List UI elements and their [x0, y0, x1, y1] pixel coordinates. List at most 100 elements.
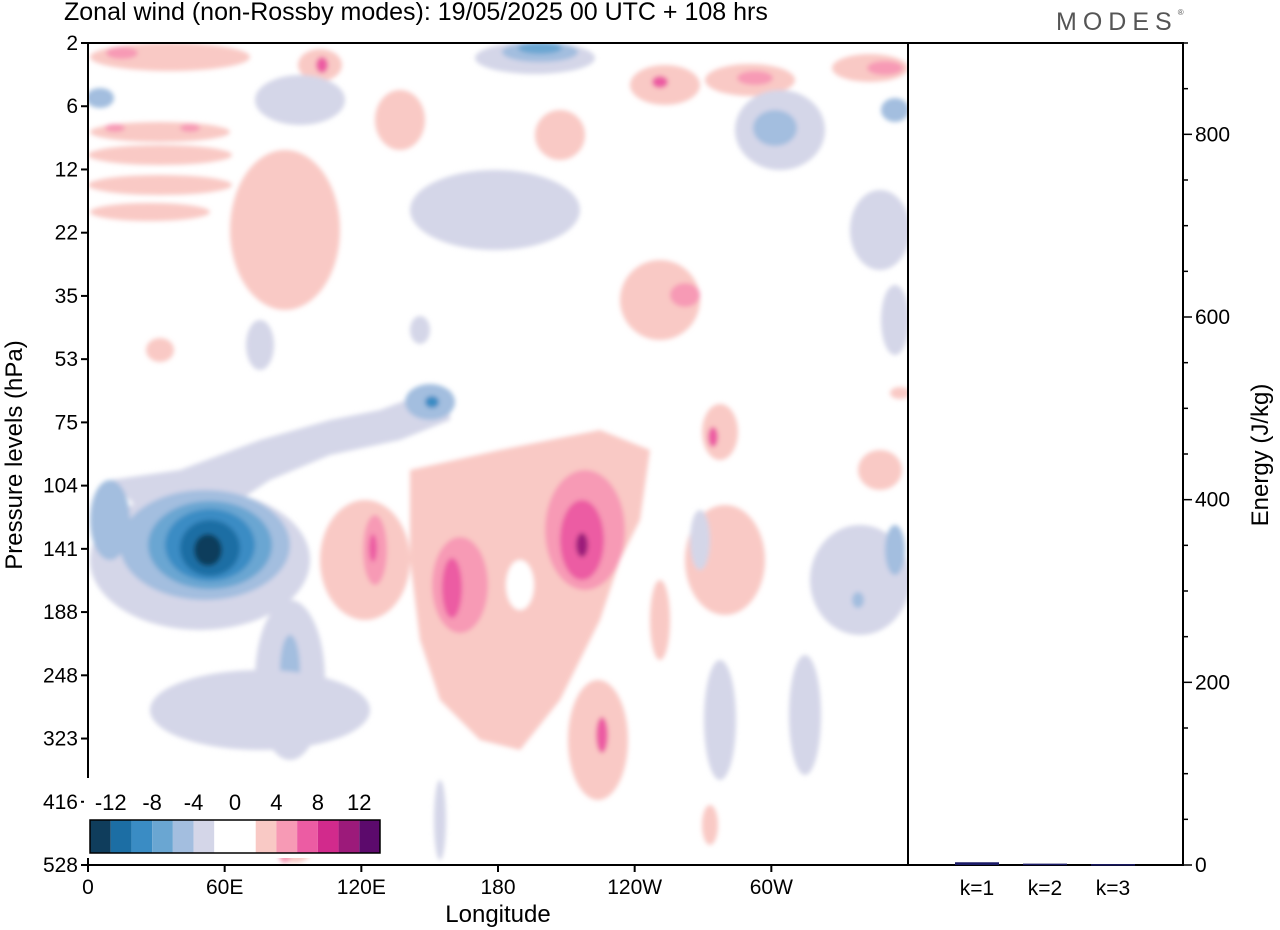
colorbar-swatch	[276, 820, 298, 853]
contour-positive	[702, 805, 718, 845]
colorbar-tick-label: 4	[270, 790, 282, 815]
energy-y-axis-title: Energy (J/kg)	[1247, 384, 1274, 527]
energy-y-axis: 0 200 400 600 800	[1183, 42, 1230, 877]
x-tick-label: 120W	[607, 876, 662, 899]
contour-fields	[88, 43, 908, 863]
contour-positive	[146, 338, 174, 362]
colorbar-tick-label: -12	[95, 790, 127, 815]
y-tick-label: 2	[66, 32, 78, 55]
energy-x-tick-label: k=1	[960, 877, 994, 900]
colorbar-swatch	[235, 820, 256, 853]
contour-positive	[88, 145, 232, 165]
energy-y-tick-label: 800	[1195, 123, 1230, 146]
contour-positive	[867, 61, 903, 75]
colorbar-boxes	[89, 819, 381, 854]
contour-positive	[890, 387, 908, 399]
chart-title: Zonal wind (non-Rossby modes): 19/05/202…	[64, 0, 768, 26]
colorbar-swatch	[338, 820, 360, 853]
contour-negative	[881, 98, 908, 122]
contour-negative	[90, 480, 130, 560]
x-tick-label: 60E	[206, 876, 243, 899]
energy-y-tick-label: 600	[1195, 306, 1230, 329]
contour-negative	[255, 75, 345, 125]
y-tick-label: 141	[43, 538, 78, 561]
contour-negative	[753, 110, 797, 146]
y-tick-label: 53	[55, 348, 78, 371]
y-tick-label: 22	[55, 222, 78, 245]
modes-logo: MODES®	[1056, 8, 1184, 36]
colorbar: -12 -8 -4 0 4 8 12	[84, 778, 386, 858]
energy-bars	[955, 862, 1135, 866]
contour-positive	[858, 450, 902, 490]
y-tick-label: 416	[43, 791, 78, 814]
contour-negative	[704, 660, 736, 780]
y-axis-title: Pressure levels (hPa)	[1, 340, 28, 569]
contour-negative	[852, 592, 864, 608]
colorbar-swatch	[317, 820, 339, 853]
contour-positive	[88, 175, 232, 195]
contour-negative	[789, 655, 821, 775]
energy-y-tick-label: 200	[1195, 671, 1230, 694]
colorbar-frame	[89, 819, 381, 854]
contour-negative	[885, 525, 905, 575]
contour-zero	[506, 560, 534, 610]
y-tick-label: 323	[43, 728, 78, 751]
energy-bar	[955, 862, 999, 865]
colorbar-swatch	[193, 820, 215, 853]
y-tick-label: 104	[43, 475, 78, 498]
contour-positive	[576, 533, 588, 557]
colorbar-tick-label: 8	[312, 790, 324, 815]
contour-negative	[434, 780, 446, 860]
energy-y-tick-label: 400	[1195, 489, 1230, 512]
energy-bar	[1023, 863, 1067, 866]
y-tick-label: 528	[43, 854, 78, 877]
contour-positive	[535, 110, 585, 160]
contour-negative	[110, 390, 450, 510]
x-axis-title: Longitude	[445, 901, 550, 928]
contour-negative	[810, 525, 908, 635]
contour-shapes	[88, 43, 908, 863]
x-axis: 0 60E 120E 180 120W 60W	[82, 865, 793, 899]
x-tick-label: 0	[82, 876, 94, 899]
contour-negative	[850, 190, 908, 270]
y-tick-label: 188	[43, 601, 78, 624]
contour-positive	[652, 76, 668, 88]
contour-negative	[410, 170, 580, 250]
contour-positive	[105, 124, 125, 132]
colorbar-swatch	[131, 820, 153, 853]
x-tick-label: 120E	[337, 876, 386, 899]
contour-negative	[194, 534, 222, 566]
contour-positive	[620, 260, 700, 340]
colorbar-tick-label: -4	[184, 790, 204, 815]
contour-positive	[106, 47, 138, 59]
y-tick-label: 12	[55, 158, 78, 181]
energy-x-tick-label: k=3	[1096, 877, 1130, 900]
colorbar-swatch	[152, 820, 173, 853]
contour-positive	[90, 203, 210, 221]
contour-positive	[442, 558, 462, 618]
colorbar-swatch	[359, 820, 380, 853]
contour-positive	[670, 283, 700, 307]
energy-panel: 0 200 400 600 800 k=1 k=2 k=3 Energy (J/kg)	[907, 42, 1274, 900]
contour-positive	[180, 124, 200, 132]
contour-positive	[375, 90, 425, 150]
energy-bar	[1091, 864, 1135, 866]
colorbar-swatch	[90, 820, 111, 853]
brand-text: MODES	[1056, 8, 1178, 36]
y-tick-label: 6	[66, 95, 78, 118]
colorbar-labels: -12 -8 -4 0 4 8 12	[95, 790, 372, 815]
y-axis: 2 6 12 22 35 53 75 104 141 188 248 323 416 528	[43, 32, 88, 877]
contour-negative	[246, 320, 274, 370]
heatmap-panel: 2 6 12 22 35 53 75 104 141 188 248 323 416 528 0 60E 12…	[1, 32, 909, 928]
contour-negative	[88, 88, 114, 108]
contour-negative	[150, 670, 370, 750]
energy-x-tick-label: k=2	[1028, 877, 1062, 900]
colorbar-swatch	[214, 820, 235, 853]
colorbar-tick-label: 0	[229, 790, 241, 815]
energy-x-axis: k=1 k=2 k=3	[960, 877, 1130, 900]
colorbar-swatch	[110, 820, 132, 853]
colorbar-tick-label: -8	[142, 790, 162, 815]
contour-negative	[425, 396, 439, 408]
energy-y-tick-label: 0	[1195, 854, 1207, 877]
